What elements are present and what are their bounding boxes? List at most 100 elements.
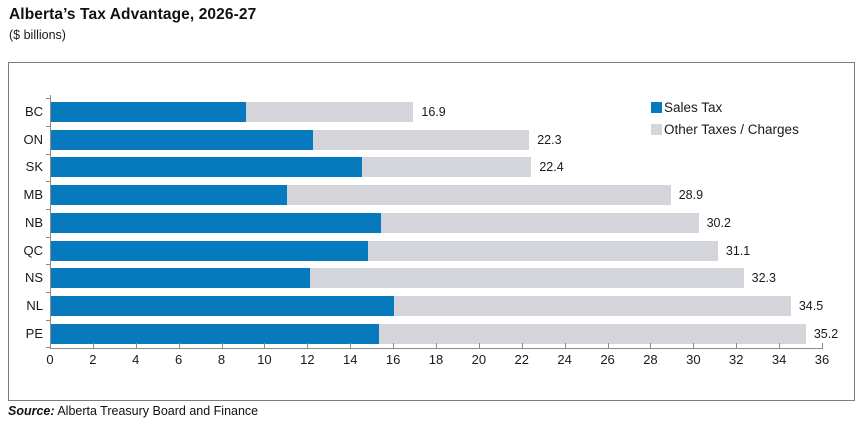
x-tick-mark: [521, 343, 523, 348]
y-tick-mark: [46, 98, 50, 100]
x-tick-label: 4: [132, 352, 140, 367]
x-tick-mark: [264, 343, 266, 348]
other-taxes-legend-swatch-icon: [651, 123, 662, 135]
other-taxes-bar-segment: [381, 212, 699, 233]
x-tick-label: 18: [428, 352, 444, 367]
x-tick-mark: [650, 343, 652, 348]
sales-tax-legend-swatch-icon: [651, 101, 662, 113]
category-label: QC: [23, 242, 44, 258]
other-taxes-bar-segment: [394, 295, 791, 316]
y-tick-mark: [46, 292, 50, 294]
x-tick-mark: [178, 343, 180, 348]
other-taxes-bar-segment: [361, 157, 532, 178]
y-tick-mark: [46, 208, 50, 210]
x-tick-mark: [436, 343, 437, 348]
legend-item-sales-tax: Sales Tax: [651, 96, 799, 118]
y-tick-mark: [46, 236, 50, 238]
x-tick-mark: [221, 343, 223, 348]
x-tick-label: 16: [385, 352, 401, 367]
chart-subtitle: ($ billions): [9, 28, 66, 42]
x-tick-label: 6: [175, 352, 183, 367]
x-tick-label: 10: [257, 352, 272, 367]
x-tick-mark: [693, 343, 695, 348]
x-tick-label: 30: [686, 352, 701, 367]
x-tick-mark: [478, 343, 480, 348]
category-label: MB: [23, 187, 44, 203]
bar-total-label: 31.1: [725, 243, 751, 258]
y-tick-mark: [46, 264, 50, 266]
category-label: BC: [24, 104, 43, 119]
x-tick-label: 0: [46, 352, 54, 367]
bar-row: [51, 102, 414, 122]
category-label: NL: [26, 297, 43, 313]
bar-row: [51, 157, 532, 178]
x-tick-mark: [607, 343, 609, 348]
sales-tax-bar-segment: [51, 268, 311, 289]
chart-title: Alberta’s Tax Advantage, 2026-27: [9, 6, 257, 23]
category-label: ON: [23, 131, 44, 147]
source-text: Alberta Treasury Board and Finance: [54, 404, 259, 418]
x-tick-mark: [307, 343, 309, 348]
bar-total-label: 35.2: [813, 326, 839, 341]
bar-total-label: 16.9: [421, 105, 446, 119]
legend-item-other-taxes: Other Taxes / Charges: [651, 118, 799, 140]
other-taxes-bar-segment: [310, 268, 744, 289]
category-label: SK: [25, 159, 43, 175]
x-tick-label: 32: [728, 352, 744, 367]
bar-total-label: 30.2: [706, 215, 731, 230]
sales-tax-bar-segment: [51, 157, 362, 178]
bar-total-label: 22.3: [537, 132, 562, 147]
y-tick-mark: [46, 181, 50, 183]
sales-tax-bar-segment: [51, 185, 287, 206]
bar-total-label: 22.4: [539, 160, 564, 175]
x-tick-mark: [92, 343, 94, 348]
bar-row: [51, 323, 806, 344]
x-tick-label: 12: [300, 352, 315, 367]
x-tick-mark: [822, 343, 823, 348]
sales-tax-bar-segment: [51, 102, 247, 122]
y-tick-mark: [46, 153, 50, 155]
bar-total-label: 34.5: [798, 298, 824, 313]
x-tick-label: 28: [643, 352, 658, 367]
x-tick-mark: [393, 343, 395, 348]
x-tick-mark: [564, 343, 566, 348]
sales-tax-bar-segment: [51, 129, 313, 150]
x-tick-mark: [736, 343, 738, 348]
y-tick-mark: [46, 347, 50, 349]
sales-tax-bar-segment: [51, 212, 382, 233]
y-tick-mark: [46, 319, 50, 321]
sales-tax-bar-segment: [51, 295, 395, 316]
x-tick-label: 34: [771, 352, 787, 367]
bar-row: [51, 268, 744, 289]
x-tick-label: 8: [217, 352, 226, 367]
other-taxes-bar-segment: [368, 240, 718, 261]
legend-label-sales-tax: Sales Tax: [664, 99, 723, 115]
other-taxes-bar-segment: [246, 102, 414, 122]
other-taxes-bar-segment: [379, 323, 806, 344]
bar-total-label: 28.9: [678, 188, 704, 203]
sales-tax-bar-segment: [51, 240, 369, 261]
x-tick-label: 36: [814, 352, 830, 367]
bar-row: [51, 295, 791, 316]
x-tick-label: 24: [557, 352, 572, 367]
bar-row: [51, 212, 699, 233]
sales-tax-bar-segment: [51, 323, 380, 344]
x-tick-mark: [779, 343, 781, 348]
x-tick-label: 26: [600, 352, 615, 367]
legend-label-other-taxes: Other Taxes / Charges: [664, 121, 799, 137]
x-tick-mark: [135, 343, 137, 348]
x-tick-label: 14: [342, 352, 358, 367]
x-tick-mark: [350, 343, 352, 348]
bar-total-label: 32.3: [751, 271, 776, 286]
category-label: NB: [24, 214, 43, 230]
category-label: NS: [24, 270, 43, 286]
x-tick-label: 20: [471, 352, 487, 367]
bar-row: [51, 240, 718, 261]
other-taxes-bar-segment: [312, 129, 530, 150]
source-note: Source: Alberta Treasury Board and Finan…: [8, 404, 258, 418]
legend: Sales Tax Other Taxes / Charges: [651, 96, 799, 140]
chart-frame: BC 16.9 ON 22.3 SK 22.4 MB 28.9 NB 30.2 QC 31.1 NS 32…: [8, 62, 855, 401]
bar-row: [51, 129, 530, 150]
y-tick-mark: [46, 125, 50, 127]
